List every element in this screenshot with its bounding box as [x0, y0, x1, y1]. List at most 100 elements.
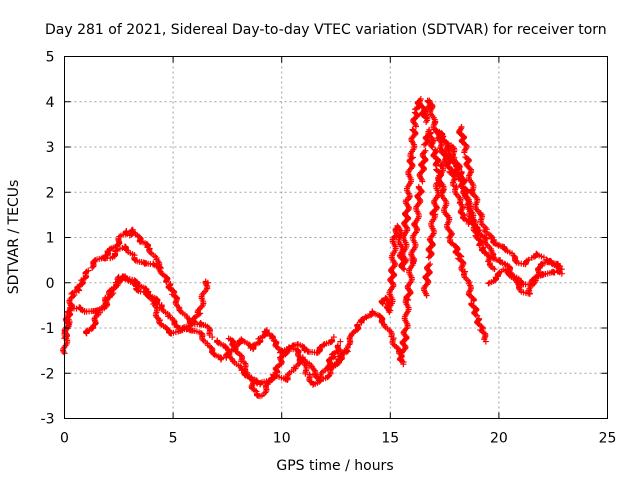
y-axis-label: SDTVAR / TECUs — [6, 180, 22, 295]
data-point — [176, 307, 183, 314]
data-point — [495, 270, 502, 277]
data-point — [179, 324, 186, 331]
series-arc-9 — [378, 96, 473, 316]
series-arc-4 — [100, 226, 216, 341]
data-point — [405, 286, 412, 293]
data-point — [487, 262, 494, 269]
y-tick-label--2: -2 — [41, 366, 55, 382]
data-point — [203, 282, 210, 289]
data-point — [390, 341, 397, 348]
data-point — [209, 334, 216, 341]
data-point — [410, 127, 417, 134]
data-point — [214, 339, 221, 346]
data-point — [85, 267, 92, 274]
data-point — [438, 142, 445, 149]
grid — [64, 56, 608, 419]
x-axis-label: GPS time / hours — [276, 458, 393, 474]
data-point — [146, 249, 153, 256]
data-point — [461, 149, 468, 156]
series-arc-14 — [485, 257, 565, 297]
x-tick-label-10: 10 — [273, 431, 291, 447]
data-point — [134, 287, 141, 294]
data-point — [415, 183, 422, 190]
data-point — [427, 261, 434, 268]
x-tick-label-0: 0 — [60, 431, 69, 447]
x-tick-label-5: 5 — [169, 431, 178, 447]
series-arc-10 — [398, 126, 489, 356]
y-tick-label-1: 1 — [46, 231, 55, 247]
data-point — [205, 324, 212, 331]
data-point — [285, 371, 292, 378]
series-arc-8 — [329, 308, 407, 369]
data-point — [516, 285, 523, 292]
series-arc-7 — [223, 327, 337, 361]
y-tick-label--1: -1 — [41, 321, 55, 337]
data-point — [174, 323, 181, 330]
data-point — [238, 337, 245, 344]
data-point — [144, 293, 151, 300]
data-point — [320, 341, 327, 348]
data-point — [83, 328, 90, 335]
series-arc-12 — [433, 127, 561, 288]
y-tick-label--3: -3 — [41, 412, 55, 428]
data-point — [301, 346, 308, 353]
data-point — [92, 314, 99, 321]
data-point — [459, 261, 466, 268]
series-arc-11 — [420, 142, 498, 299]
data-point — [369, 309, 376, 316]
data-point — [468, 219, 475, 226]
data-point — [491, 266, 498, 273]
data-point — [485, 280, 492, 287]
data-point — [400, 361, 407, 368]
y-tick-label-5: 5 — [46, 50, 55, 66]
y-tick-label-2: 2 — [46, 185, 55, 201]
data-point — [270, 371, 277, 378]
data-point — [238, 367, 245, 374]
data-point — [476, 242, 483, 249]
data-point — [354, 321, 361, 328]
series-arc-3 — [82, 273, 211, 337]
data-point — [217, 356, 224, 363]
x-tick-label-15: 15 — [381, 431, 399, 447]
series-arc-13 — [456, 123, 565, 273]
x-tick-label-20: 20 — [490, 431, 508, 447]
series-arc-1 — [60, 243, 164, 357]
data-point — [433, 127, 440, 134]
data-point — [478, 232, 485, 239]
data-point — [337, 338, 344, 345]
y-tick-label-4: 4 — [46, 95, 55, 111]
data-series — [60, 96, 565, 400]
data-point — [525, 256, 532, 263]
data-point — [432, 202, 439, 209]
data-point — [334, 342, 341, 349]
x-tick-label-25: 25 — [599, 431, 617, 447]
data-point — [286, 344, 293, 351]
data-point — [78, 306, 85, 313]
data-point — [190, 315, 197, 322]
data-point — [558, 270, 565, 277]
data-point — [238, 358, 245, 365]
data-point — [273, 364, 280, 371]
data-point — [257, 379, 264, 386]
data-point — [496, 258, 503, 265]
data-point — [444, 140, 451, 147]
data-point — [204, 279, 211, 286]
data-point — [425, 262, 432, 269]
axis-ticks: 0 5 10 15 20 25 -3 -2 -1 0 1 2 3 4 5 — [41, 50, 617, 447]
data-point — [422, 147, 429, 154]
data-point — [106, 246, 113, 253]
data-point — [482, 338, 489, 345]
y-tick-label-0: 0 — [46, 276, 55, 292]
data-point — [67, 296, 74, 303]
data-point — [474, 312, 481, 319]
data-point — [460, 215, 467, 222]
data-point — [330, 334, 337, 341]
data-point — [123, 230, 130, 237]
data-point — [535, 264, 542, 271]
data-point — [302, 370, 309, 377]
data-point — [163, 279, 170, 286]
data-point — [555, 268, 562, 275]
data-point — [409, 126, 416, 133]
data-point — [551, 269, 558, 276]
